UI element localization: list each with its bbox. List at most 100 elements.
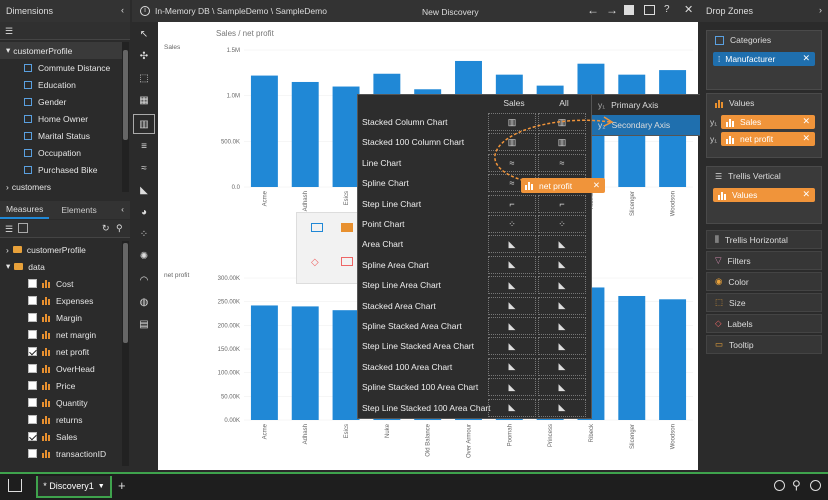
radar-icon[interactable]: ✺ bbox=[139, 250, 149, 262]
tab-discovery1[interactable]: * Discovery1 ▼ bbox=[36, 476, 112, 498]
close-icon[interactable]: ✕ bbox=[684, 4, 694, 16]
chart-type-item[interactable]: Area Chart bbox=[358, 234, 590, 254]
measure-checkbox[interactable] bbox=[28, 432, 37, 441]
measure-checkbox[interactable] bbox=[28, 364, 37, 373]
size-zone[interactable]: ⬚ Size bbox=[706, 293, 822, 312]
calc-icon[interactable] bbox=[18, 223, 28, 233]
measure-checkbox[interactable] bbox=[28, 330, 37, 339]
search-icon[interactable]: ⚲ bbox=[116, 223, 123, 233]
measures-scrollbar[interactable] bbox=[122, 241, 129, 466]
apply-all-button[interactable]: ◣ bbox=[538, 276, 586, 295]
dimension-item[interactable]: Marital Status bbox=[0, 127, 124, 144]
apply-all-button[interactable]: ◣ bbox=[538, 337, 586, 356]
measure-checkbox[interactable] bbox=[28, 415, 37, 424]
chart-type-item[interactable]: Step Line Chart bbox=[358, 194, 590, 214]
apply-sales-button[interactable]: ◣ bbox=[488, 276, 536, 295]
trellis-values-pill[interactable]: Values ✕ bbox=[713, 188, 815, 202]
collapse-right-icon[interactable]: › bbox=[819, 5, 822, 15]
collapse-measures-icon[interactable]: ‹ bbox=[121, 204, 124, 214]
table-icon[interactable]: ▤ bbox=[139, 318, 149, 330]
measure-item[interactable]: returns bbox=[0, 411, 124, 428]
measure-item[interactable]: net margin bbox=[0, 326, 124, 343]
close-icon[interactable]: ✕ bbox=[592, 180, 600, 190]
select-icon[interactable]: ⬚ bbox=[139, 72, 149, 84]
tooltip-zone[interactable]: ▭ Tooltip bbox=[706, 335, 822, 354]
chart-type-item[interactable]: Line Chart bbox=[358, 153, 590, 173]
apply-all-button[interactable]: ◣ bbox=[538, 357, 586, 376]
refresh-icon[interactable]: ↻ bbox=[102, 223, 110, 233]
trellis-horizontal-zone[interactable]: ⫼ Trellis Horizontal bbox=[706, 230, 822, 249]
values-zone[interactable]: Values y₁ Sales ✕ y₁ net profit ✕ bbox=[706, 93, 822, 158]
apply-sales-button[interactable]: ⁘ bbox=[488, 215, 536, 233]
apply-all-button[interactable]: ◣ bbox=[538, 235, 586, 254]
chart-type-item[interactable]: Step Line Stacked 100 Area Chart bbox=[358, 398, 590, 418]
dimension-item[interactable]: Education bbox=[0, 76, 124, 93]
home-icon[interactable] bbox=[8, 479, 22, 492]
measure-item[interactable]: Sales bbox=[0, 428, 124, 445]
dimension-item[interactable]: ▾ customerProfile bbox=[0, 42, 124, 59]
apply-all-button[interactable]: ◣ bbox=[538, 296, 586, 315]
help-icon[interactable]: ? bbox=[664, 4, 670, 15]
save-icon[interactable] bbox=[624, 5, 634, 15]
measure-checkbox[interactable] bbox=[28, 398, 37, 407]
secondary-axis-item[interactable]: y₂ Secondary Axis bbox=[592, 115, 705, 135]
pointer-icon[interactable]: ↖ bbox=[139, 28, 149, 40]
dragged-pill[interactable]: net profit ✕ bbox=[521, 178, 605, 193]
values-pill-net-profit[interactable]: y₁ net profit ✕ bbox=[710, 132, 815, 146]
search-icon[interactable]: ⚲ bbox=[792, 478, 801, 492]
scrollbar-thumb[interactable] bbox=[123, 50, 128, 140]
scatter-icon[interactable]: ⁘ bbox=[139, 228, 149, 240]
chevron-down-icon[interactable]: ▼ bbox=[97, 482, 105, 490]
apply-sales-button[interactable]: ◣ bbox=[488, 255, 536, 274]
measure-item[interactable]: transactionID bbox=[0, 445, 124, 462]
apply-sales-button[interactable]: ⌐ bbox=[488, 194, 536, 213]
dimension-item[interactable]: Purchased Bike bbox=[0, 161, 124, 178]
apply-sales-button[interactable]: ◣ bbox=[488, 337, 536, 356]
tab-elements[interactable]: Elements bbox=[61, 205, 97, 215]
add-tab-icon[interactable]: + bbox=[118, 478, 126, 493]
measure-item[interactable]: Margin bbox=[0, 309, 124, 326]
apply-all-button[interactable]: ◣ bbox=[538, 255, 586, 274]
move-icon[interactable]: ✣ bbox=[139, 50, 149, 62]
apply-sales-button[interactable]: ◣ bbox=[488, 378, 536, 397]
undo-icon[interactable]: ← bbox=[587, 3, 599, 17]
apply-sales-button[interactable]: ◣ bbox=[488, 357, 536, 376]
briefcase-icon[interactable] bbox=[311, 223, 323, 232]
measure-item[interactable]: Quantity bbox=[0, 394, 124, 411]
measure-checkbox[interactable] bbox=[28, 381, 37, 390]
apply-sales-button[interactable]: ▥ bbox=[488, 133, 536, 152]
apply-all-button[interactable]: ⌐ bbox=[538, 194, 586, 213]
timer-icon[interactable] bbox=[810, 480, 821, 491]
remove-icon[interactable]: ✕ bbox=[802, 133, 810, 143]
measure-item[interactable]: OverHead bbox=[0, 360, 124, 377]
category-pill[interactable]: ⁞ Manufacturer ✕ bbox=[713, 52, 815, 66]
list-view-icon[interactable]: ☰ bbox=[5, 224, 14, 234]
tab-measures[interactable]: Measures bbox=[0, 201, 50, 219]
filters-zone[interactable]: ▽ Filters bbox=[706, 251, 822, 270]
grid-icon[interactable]: ▦ bbox=[139, 94, 149, 106]
measure-checkbox[interactable] bbox=[28, 313, 37, 322]
measure-checkbox[interactable] bbox=[28, 296, 37, 305]
measure-item[interactable]: Price bbox=[0, 377, 124, 394]
dimension-item[interactable]: Home Owner bbox=[0, 110, 124, 127]
gauge-icon[interactable]: ◠ bbox=[139, 274, 149, 286]
dimension-item[interactable]: Occupation bbox=[0, 144, 124, 161]
measure-item[interactable]: Expenses bbox=[0, 292, 124, 309]
apply-sales-button[interactable]: ◣ bbox=[488, 296, 536, 315]
measure-item[interactable]: net profit bbox=[0, 343, 124, 360]
chevron-icon[interactable]: › bbox=[6, 244, 9, 255]
list-view-icon[interactable]: ☰ bbox=[5, 26, 14, 36]
redo-icon[interactable]: → bbox=[606, 3, 618, 17]
scrollbar-thumb[interactable] bbox=[123, 243, 128, 343]
chart-type-item[interactable]: Spline Stacked 100 Area Chart bbox=[358, 377, 590, 397]
apply-all-button[interactable]: ◣ bbox=[538, 317, 586, 335]
color-zone[interactable]: ◉ Color bbox=[706, 272, 822, 291]
chart-type-item[interactable]: Step Line Area Chart bbox=[358, 275, 590, 295]
measure-checkbox[interactable] bbox=[28, 279, 37, 288]
remove-icon[interactable]: ✕ bbox=[802, 116, 810, 126]
apply-sales-button[interactable]: ◣ bbox=[488, 398, 536, 417]
apply-all-button[interactable]: ⁘ bbox=[538, 215, 586, 233]
apply-all-button[interactable]: ◣ bbox=[538, 398, 586, 417]
pie-chart-icon[interactable]: ◕ bbox=[140, 206, 148, 218]
area-chart-icon[interactable]: ◣ bbox=[140, 184, 148, 196]
